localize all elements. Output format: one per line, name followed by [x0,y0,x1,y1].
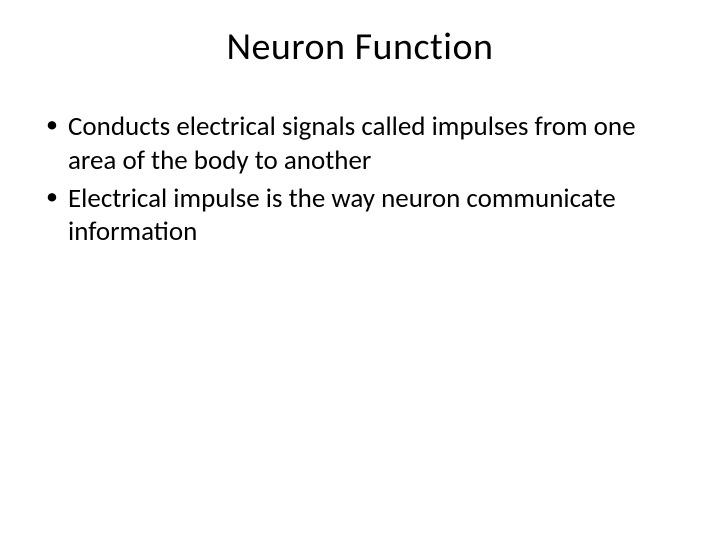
bullet-list: Conducts electrical signals called impul… [40,110,680,249]
slide-container: Neuron Function Conducts electrical sign… [0,0,720,540]
slide-title: Neuron Function [40,24,680,70]
bullet-item: Conducts electrical signals called impul… [40,110,680,178]
bullet-item: Electrical impulse is the way neuron com… [40,182,680,250]
